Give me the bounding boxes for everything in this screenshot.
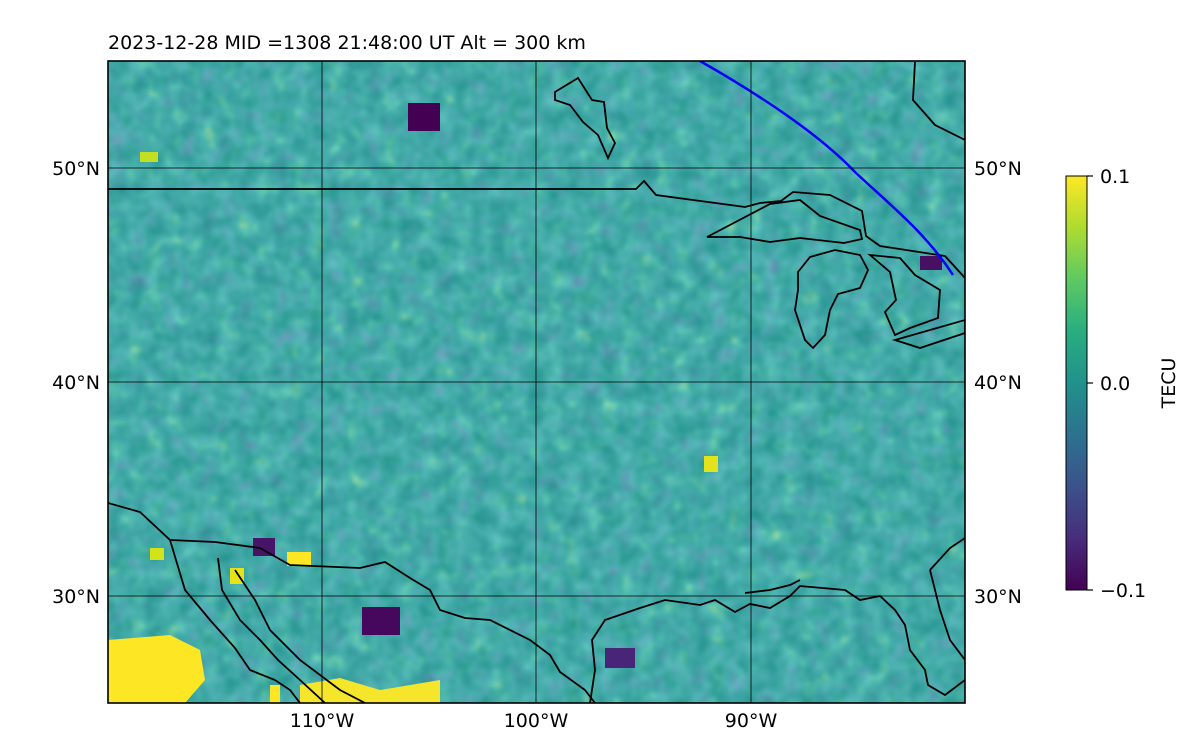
lake-erie (891, 319, 965, 349)
tec-high-patch (140, 152, 158, 162)
lat-label-right: 30°N (974, 586, 1022, 608)
tec-low-patch (605, 648, 635, 668)
us-mexico-border (169, 539, 596, 703)
hudson-bay-island (554, 76, 617, 161)
map-title: 2023-12-28 MID =1308 21:48:00 UT Alt = 3… (108, 32, 586, 54)
colorbar-tick: 0.1 (1100, 166, 1130, 188)
colorbar-tick: 0.0 (1100, 373, 1130, 395)
colorbar: 0.1 0.0 −0.1 TECU (1065, 166, 1180, 602)
lat-label-right: 50°N (974, 158, 1022, 180)
lake-superior (706, 199, 864, 244)
baja-coast (217, 557, 326, 703)
atlantic-coast (929, 569, 965, 661)
tec-low-patch (408, 103, 440, 131)
colorbar-label: TECU (1158, 358, 1180, 410)
us-canada-border (108, 179, 965, 279)
tec-low-patch (362, 607, 400, 635)
lat-label-right: 40°N (974, 372, 1022, 394)
map-frame (107, 60, 966, 704)
lon-label: 100°W (504, 710, 569, 732)
map-panel (107, 60, 966, 704)
gulf-coast-segment (744, 579, 801, 594)
tec-high-patch (704, 456, 718, 472)
tec-high-patch (108, 635, 205, 703)
coastlines (108, 61, 965, 703)
colorbar-gradient (1065, 175, 1088, 591)
lon-label: 110°W (290, 710, 355, 732)
lake-huron (867, 253, 941, 337)
tec-high-patch (230, 568, 244, 584)
colorbar-tick: −0.1 (1100, 580, 1146, 602)
lat-label-left: 40°N (52, 372, 100, 394)
lake-michigan (794, 249, 870, 350)
florida-coast (929, 537, 965, 571)
tec-high-patch (270, 685, 280, 703)
lat-label-left: 50°N (52, 158, 100, 180)
tec-low-patch (253, 538, 275, 556)
lon-label: 90°W (725, 710, 778, 732)
lat-label-left: 30°N (52, 586, 100, 608)
tec-high-patch (150, 548, 164, 560)
tec-high-patch (300, 678, 440, 703)
gridlines (108, 61, 965, 703)
canada-east-border (912, 61, 965, 141)
tec-low-patch (920, 256, 942, 270)
tec-high-patch (287, 552, 311, 566)
mexico-west-coast (108, 502, 301, 703)
gulf-of-california-coast (234, 569, 366, 703)
